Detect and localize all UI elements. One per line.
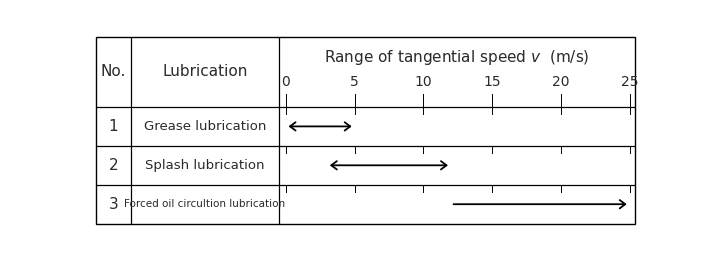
Text: Grease lubrication: Grease lubrication	[144, 120, 266, 133]
FancyArrowPatch shape	[290, 122, 350, 131]
FancyArrowPatch shape	[332, 161, 446, 170]
Text: 0: 0	[282, 75, 290, 89]
Text: Splash lubrication: Splash lubrication	[145, 159, 265, 172]
Text: Forced oil circultion lubrication: Forced oil circultion lubrication	[124, 199, 285, 209]
Text: 15: 15	[483, 75, 501, 89]
Text: 25: 25	[621, 75, 638, 89]
Text: 3: 3	[108, 197, 118, 212]
Text: Range of tangential speed $v$  (m/s): Range of tangential speed $v$ (m/s)	[324, 49, 590, 67]
Text: 10: 10	[414, 75, 432, 89]
Text: Lubrication: Lubrication	[163, 64, 247, 79]
Text: 20: 20	[552, 75, 570, 89]
Text: No.: No.	[101, 64, 126, 79]
FancyArrowPatch shape	[453, 200, 625, 208]
Text: 1: 1	[108, 119, 118, 134]
Text: 5: 5	[350, 75, 359, 89]
Text: 2: 2	[108, 158, 118, 173]
